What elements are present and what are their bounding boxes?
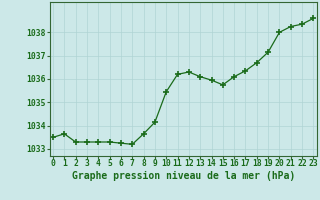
X-axis label: Graphe pression niveau de la mer (hPa): Graphe pression niveau de la mer (hPa) [72, 171, 295, 181]
